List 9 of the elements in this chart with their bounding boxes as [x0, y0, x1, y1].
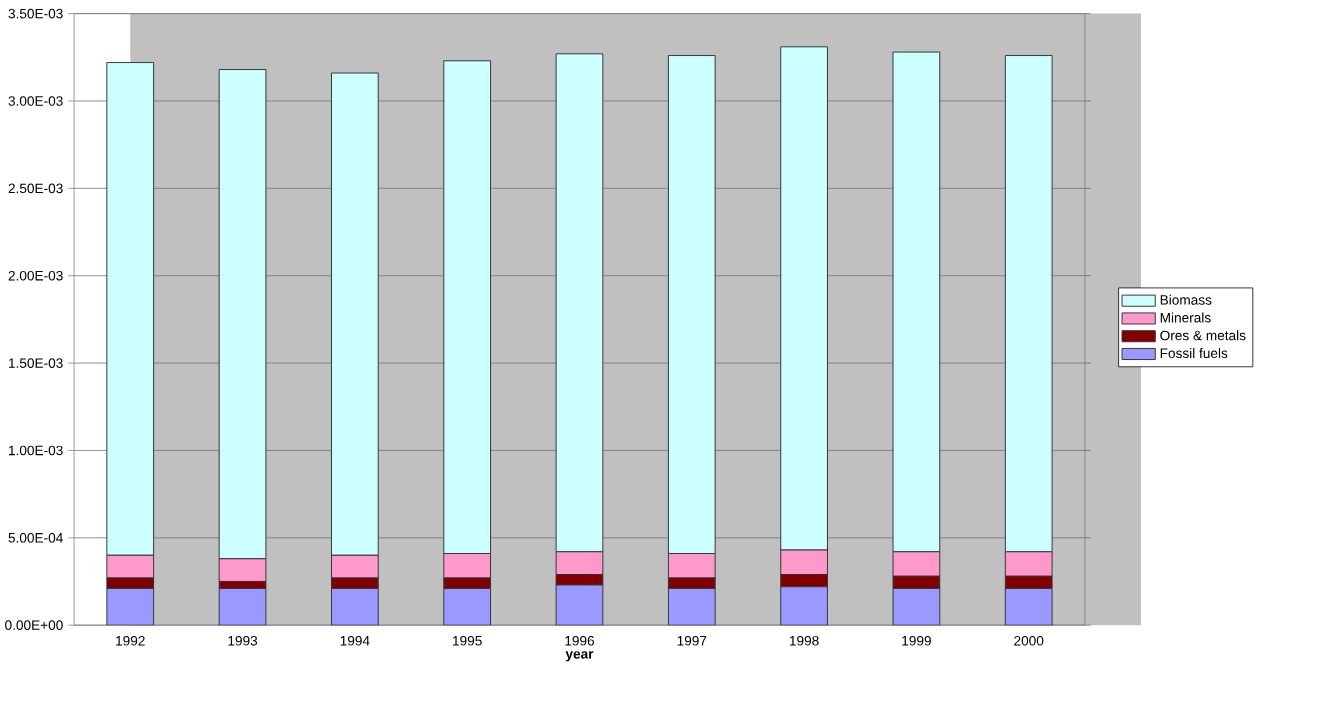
bar [667, 588, 716, 626]
bar [443, 588, 492, 626]
bar [1004, 588, 1053, 626]
bar [780, 586, 828, 626]
bar [106, 588, 155, 626]
bar [218, 588, 267, 626]
bar [892, 588, 941, 626]
bar [330, 588, 379, 626]
bar [555, 584, 604, 626]
